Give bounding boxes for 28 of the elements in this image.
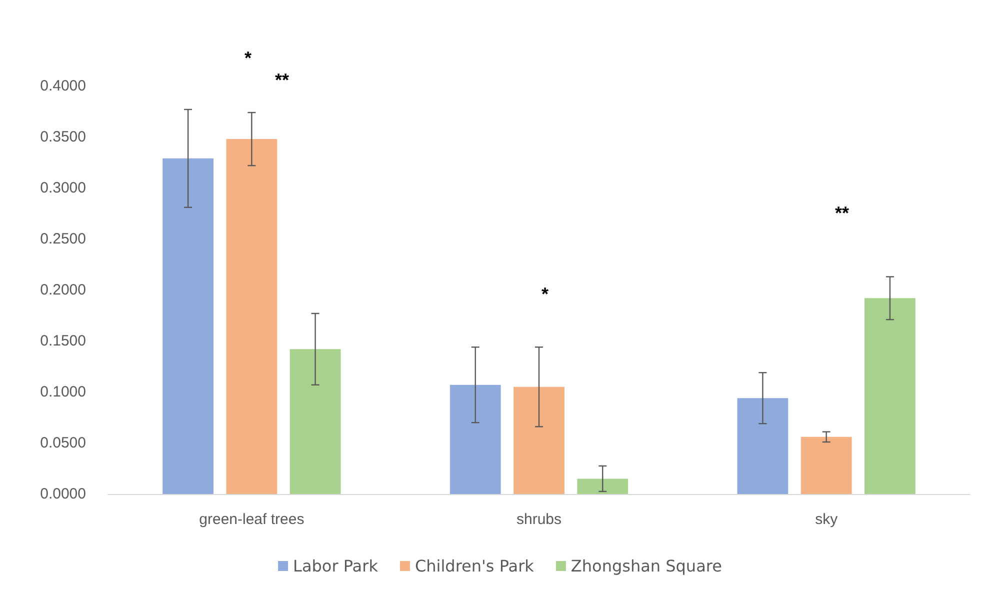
legend-label: Labor Park — [293, 556, 379, 576]
bar — [864, 298, 916, 494]
x-tick-label: shrubs — [516, 511, 562, 528]
bar — [737, 398, 788, 494]
y-tick-label: 0.2000 — [40, 282, 86, 298]
legend-label: Zhongshan Square — [570, 556, 722, 576]
bar — [162, 158, 214, 494]
bar — [226, 139, 278, 494]
y-tick-label: 0.4000 — [40, 78, 86, 94]
legend-label: Children's Park — [414, 556, 535, 576]
y-tick-label: 0.2500 — [40, 230, 86, 248]
y-tick-label: 0.1000 — [40, 384, 86, 400]
x-tick-label: sky — [815, 511, 838, 528]
bar — [514, 386, 564, 494]
bar — [290, 349, 341, 494]
y-tick-label: 0.3500 — [40, 128, 86, 146]
annotation: ** — [834, 203, 850, 223]
annotation: * — [541, 284, 549, 304]
bar — [450, 384, 501, 494]
text: * — [244, 48, 252, 68]
y-tick-label: 0.3000 — [40, 180, 86, 196]
y-tick-label: 0.0500 — [40, 434, 86, 452]
annotation: ** — [274, 70, 290, 90]
bar — [800, 436, 852, 494]
x-tick-label: green-leaf trees — [199, 511, 304, 528]
y-tick-label: 0.0000 — [40, 486, 86, 502]
y-tick-label: 0.1500 — [40, 332, 86, 350]
bar — [577, 478, 628, 494]
